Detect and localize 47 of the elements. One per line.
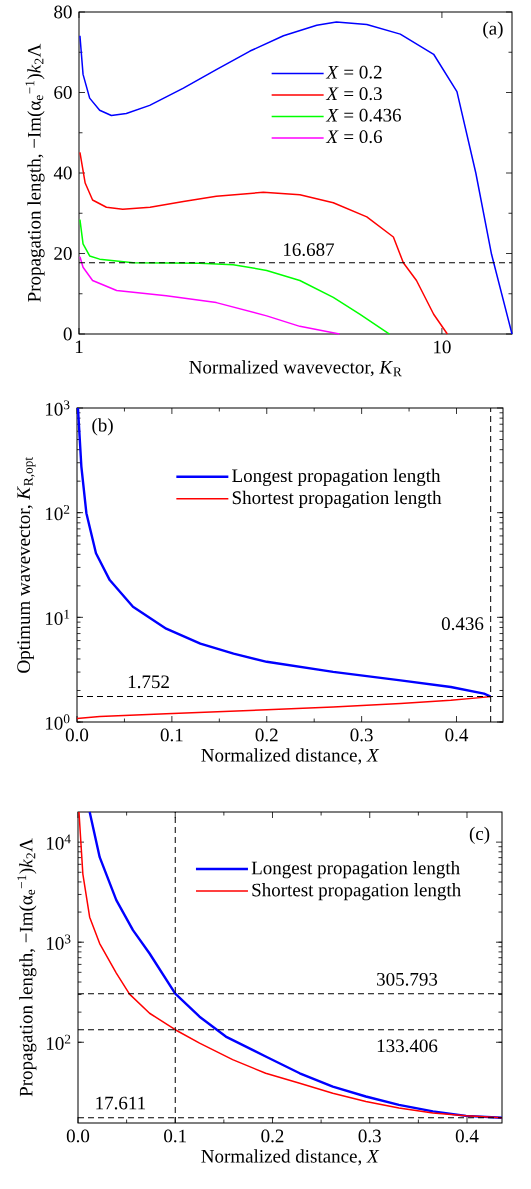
annotation: (a) — [483, 21, 503, 39]
line-series — [76, 406, 492, 698]
ref-line-label: 305.793 — [377, 972, 438, 986]
x-tick-label: 0.1 — [164, 1129, 186, 1143]
y-tick-label: 10$^{3}$ — [45, 400, 70, 416]
x-tick-label: 0.0 — [65, 728, 89, 742]
legend-label: X = 0.6 — [325, 130, 383, 144]
y-tick-label: 10$^{2}$ — [45, 505, 70, 521]
x-tick-label: 0.2 — [261, 1129, 284, 1143]
y-axis-title: Propagation length, −Im(α$_{e}$$^{−1}$)k$_{2}$Λ — [17, 838, 37, 1097]
y-axis-title: Propagation length, −Im(α$_{e}$$^{−1}$)k$_{2}$Λ — [25, 43, 45, 302]
x-tick-label: 0.3 — [350, 728, 373, 742]
x-tick-label: 0.0 — [66, 1129, 90, 1143]
legend-label: Longest propagation length — [232, 468, 441, 486]
x-tick-label: 0.3 — [358, 1129, 381, 1143]
ref-line-label: 17.611 — [96, 1096, 146, 1110]
annotation: 16.687 — [284, 243, 335, 257]
y-tick-label: 10$^{2}$ — [46, 1034, 71, 1050]
x-axis-title: Normalized distance, X — [201, 1149, 380, 1166]
annotation: (b) — [92, 418, 113, 436]
legend-label: X = 0.3 — [325, 87, 382, 101]
ref-line-label: 0.436 — [441, 617, 484, 631]
y-tick-label: 10$^{1}$ — [45, 609, 70, 625]
ref-line-label: 1.752 — [128, 675, 169, 689]
y-tick-label: 10$^{4}$ — [46, 834, 71, 850]
x-tick-label: 1 — [75, 340, 83, 354]
legend-label: X = 0.2 — [325, 65, 382, 79]
x-tick-label: 0.2 — [255, 728, 278, 742]
legend-label: Shortest propagation length — [232, 490, 442, 509]
y-tick-label: 20 — [54, 247, 72, 260]
x-axis-title: Normalized wavevector, K$_{R}$ — [189, 360, 402, 377]
y-axis-title: Optimum wavevector, K$_{R,opt}$ — [17, 457, 36, 673]
x-tick-label: 0.4 — [455, 1129, 479, 1143]
y-tick-label: 60 — [54, 86, 72, 99]
legend-label: Longest propagation length — [251, 861, 460, 879]
y-tick-label: 0 — [63, 327, 72, 341]
x-tick-label: 0.4 — [445, 728, 469, 742]
x-axis-title: Normalized distance, X — [201, 748, 380, 765]
y-tick-label: 10$^{3}$ — [46, 934, 71, 950]
y-tick-label: 80 — [54, 5, 72, 19]
annotation: (c) — [469, 826, 490, 844]
y-tick-label: 40 — [53, 166, 72, 180]
legend-label: Shortest propagation length — [252, 883, 461, 901]
x-tick-label: 0.1 — [160, 728, 183, 742]
x-tick-label: 10 — [434, 340, 451, 354]
ref-line-label: 133.406 — [377, 1039, 438, 1053]
legend-label: X = 0.436 — [325, 108, 402, 122]
